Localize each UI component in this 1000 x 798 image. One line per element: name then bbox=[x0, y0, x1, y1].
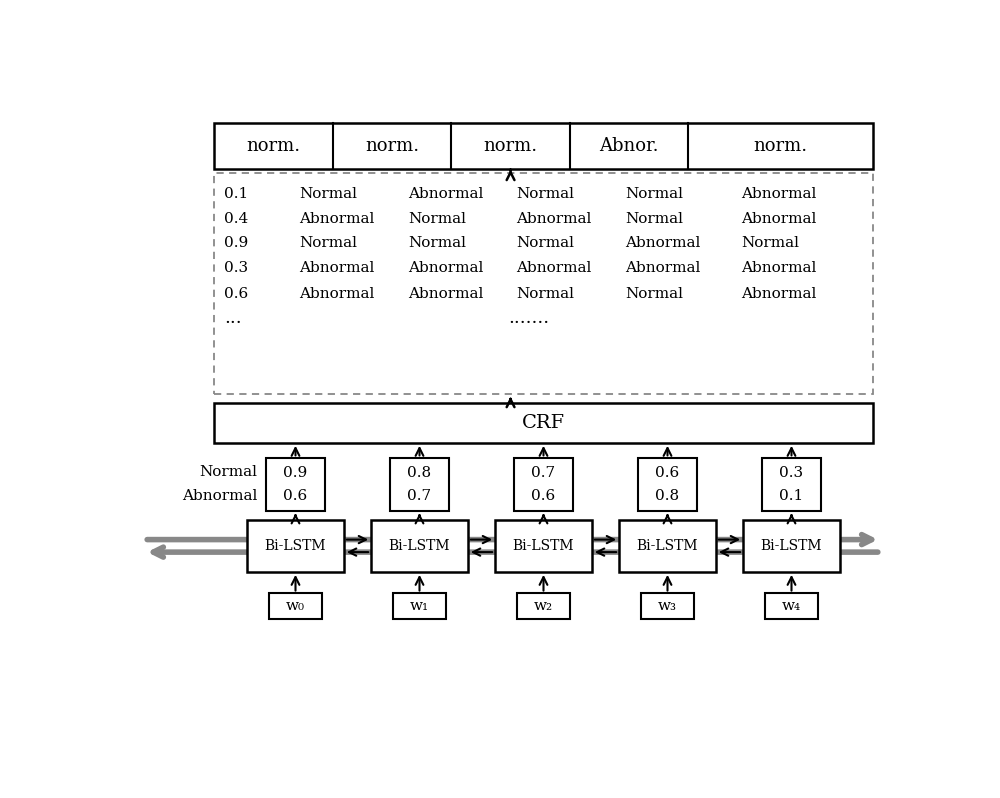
Text: Normal: Normal bbox=[625, 187, 683, 201]
Text: Abnormal: Abnormal bbox=[408, 187, 483, 201]
Text: w₀: w₀ bbox=[286, 599, 305, 614]
Text: 0.6: 0.6 bbox=[655, 466, 680, 480]
Text: Abnormal: Abnormal bbox=[516, 211, 592, 226]
Text: Abnormal: Abnormal bbox=[625, 236, 700, 251]
FancyBboxPatch shape bbox=[269, 594, 322, 619]
Text: 0.7: 0.7 bbox=[531, 466, 556, 480]
FancyBboxPatch shape bbox=[214, 172, 873, 393]
Text: Normal: Normal bbox=[625, 286, 683, 301]
Text: 0.6: 0.6 bbox=[531, 489, 556, 503]
Text: 0.3: 0.3 bbox=[779, 466, 804, 480]
Text: 0.7: 0.7 bbox=[407, 489, 432, 503]
Text: Abnor.: Abnor. bbox=[599, 137, 659, 156]
Text: Abnormal: Abnormal bbox=[741, 261, 816, 275]
Text: Normal: Normal bbox=[516, 236, 574, 251]
Text: Normal: Normal bbox=[299, 236, 357, 251]
Text: CRF: CRF bbox=[522, 414, 565, 432]
Text: Normal: Normal bbox=[408, 211, 466, 226]
Text: 0.4: 0.4 bbox=[224, 211, 248, 226]
Text: Abnormal: Abnormal bbox=[741, 286, 816, 301]
Text: Abnormal: Abnormal bbox=[182, 489, 257, 504]
Text: Abnormal: Abnormal bbox=[516, 261, 592, 275]
Text: 0.9: 0.9 bbox=[283, 466, 308, 480]
Text: 0.9: 0.9 bbox=[224, 236, 248, 251]
Text: Abnormal: Abnormal bbox=[741, 211, 816, 226]
FancyBboxPatch shape bbox=[638, 458, 697, 511]
Text: Abnormal: Abnormal bbox=[741, 187, 816, 201]
Text: Normal: Normal bbox=[625, 211, 683, 226]
Text: norm.: norm. bbox=[754, 137, 808, 156]
Text: norm.: norm. bbox=[246, 137, 300, 156]
Text: 0.6: 0.6 bbox=[224, 286, 248, 301]
FancyBboxPatch shape bbox=[393, 594, 446, 619]
Text: 0.1: 0.1 bbox=[224, 187, 248, 201]
Text: 0.8: 0.8 bbox=[407, 466, 432, 480]
FancyBboxPatch shape bbox=[214, 124, 873, 169]
FancyBboxPatch shape bbox=[371, 519, 468, 572]
Text: 0.1: 0.1 bbox=[779, 489, 804, 503]
Text: .......: ....... bbox=[509, 309, 550, 327]
Text: norm.: norm. bbox=[365, 137, 419, 156]
Text: Abnormal: Abnormal bbox=[408, 261, 483, 275]
Text: Bi-LSTM: Bi-LSTM bbox=[761, 539, 822, 553]
FancyBboxPatch shape bbox=[266, 458, 325, 511]
Text: 0.8: 0.8 bbox=[655, 489, 680, 503]
Text: ...: ... bbox=[224, 309, 242, 327]
FancyBboxPatch shape bbox=[619, 519, 716, 572]
FancyBboxPatch shape bbox=[390, 458, 449, 511]
Text: Bi-LSTM: Bi-LSTM bbox=[513, 539, 574, 553]
Text: Abnormal: Abnormal bbox=[408, 286, 483, 301]
Text: Normal: Normal bbox=[516, 187, 574, 201]
FancyBboxPatch shape bbox=[214, 403, 873, 443]
FancyBboxPatch shape bbox=[765, 594, 818, 619]
Text: Abnormal: Abnormal bbox=[299, 211, 375, 226]
FancyBboxPatch shape bbox=[495, 519, 592, 572]
Text: w₄: w₄ bbox=[782, 599, 801, 614]
Text: Bi-LSTM: Bi-LSTM bbox=[265, 539, 326, 553]
Text: norm.: norm. bbox=[483, 137, 538, 156]
Text: Normal: Normal bbox=[408, 236, 466, 251]
FancyBboxPatch shape bbox=[517, 594, 570, 619]
Text: w₂: w₂ bbox=[534, 599, 553, 614]
Text: 0.6: 0.6 bbox=[283, 489, 308, 503]
FancyBboxPatch shape bbox=[743, 519, 840, 572]
Text: w₃: w₃ bbox=[658, 599, 677, 614]
Text: Normal: Normal bbox=[741, 236, 799, 251]
Text: Normal: Normal bbox=[299, 187, 357, 201]
Text: w₁: w₁ bbox=[410, 599, 429, 614]
FancyBboxPatch shape bbox=[641, 594, 694, 619]
Text: Bi-LSTM: Bi-LSTM bbox=[389, 539, 450, 553]
Text: Abnormal: Abnormal bbox=[299, 286, 375, 301]
Text: Bi-LSTM: Bi-LSTM bbox=[637, 539, 698, 553]
Text: Normal: Normal bbox=[199, 465, 257, 480]
FancyBboxPatch shape bbox=[247, 519, 344, 572]
FancyBboxPatch shape bbox=[762, 458, 821, 511]
Text: Normal: Normal bbox=[516, 286, 574, 301]
FancyBboxPatch shape bbox=[514, 458, 573, 511]
Text: 0.3: 0.3 bbox=[224, 261, 248, 275]
Text: Abnormal: Abnormal bbox=[625, 261, 700, 275]
Text: Abnormal: Abnormal bbox=[299, 261, 375, 275]
